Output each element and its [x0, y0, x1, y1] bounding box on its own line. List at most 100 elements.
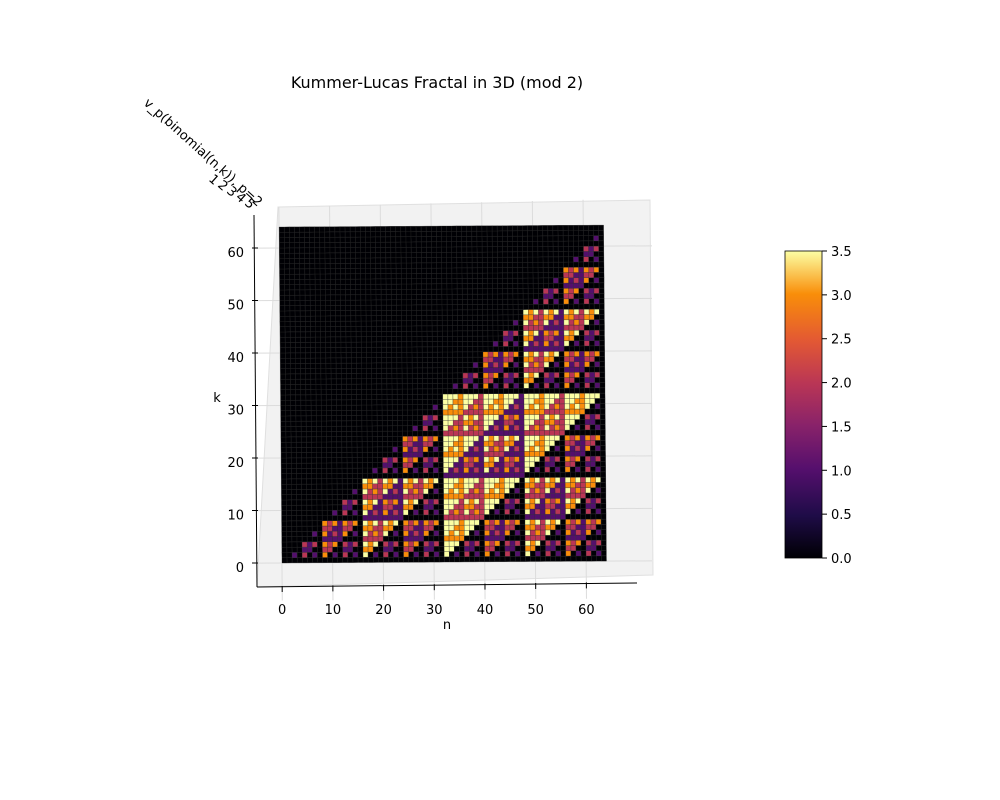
surface-cell: [366, 336, 372, 343]
surface-cell: [416, 331, 423, 337]
surface-cell: [483, 372, 489, 379]
surface-cell: [534, 419, 540, 426]
surface-cell: [538, 372, 545, 378]
surface-cell: [351, 352, 357, 358]
surface-cell: [437, 425, 444, 431]
surface-cell: [466, 251, 473, 258]
surface-cell: [453, 446, 459, 452]
surface-cell: [412, 404, 418, 411]
surface-cell: [515, 556, 521, 562]
surface-cell: [386, 299, 392, 306]
surface-cell: [299, 305, 306, 312]
surface-cell: [416, 299, 422, 306]
surface-cell: [383, 541, 389, 547]
surface-cell: [533, 288, 539, 294]
surface-cell: [309, 226, 315, 233]
surface-cell: [598, 224, 604, 231]
surface-cell: [580, 461, 586, 467]
surface-cell: [545, 508, 551, 515]
surface-cell: [431, 330, 438, 337]
surface-cell: [346, 457, 353, 464]
surface-cell: [463, 477, 470, 484]
surface-cell: [488, 404, 494, 410]
surface-cell: [336, 457, 343, 464]
surface-cell: [579, 393, 585, 399]
surface-cell: [519, 461, 525, 468]
surface-cell: [386, 399, 393, 406]
surface-cell: [418, 530, 424, 537]
surface-cell: [568, 345, 575, 352]
surface-cell: [487, 293, 493, 300]
surface-cell: [305, 321, 311, 327]
surface-cell: [595, 503, 602, 509]
surface-cell: [497, 283, 503, 289]
surface-cell: [508, 382, 514, 389]
surface-cell: [493, 372, 499, 379]
surface-cell: [380, 247, 386, 253]
surface-cell: [408, 520, 414, 526]
surface-cell: [341, 452, 348, 458]
surface-cell: [378, 551, 384, 558]
surface-cell: [340, 257, 346, 264]
surface-cell: [502, 298, 509, 305]
surface-cell: [537, 256, 544, 263]
surface-cell: [523, 351, 529, 357]
surface-cell: [579, 403, 586, 410]
surface-cell: [357, 478, 363, 484]
surface-cell: [381, 394, 388, 400]
surface-cell: [443, 519, 450, 526]
surface-cell: [473, 451, 479, 458]
surface-cell: [554, 393, 560, 399]
surface-cell: [422, 357, 428, 363]
surface-cell: [523, 372, 530, 378]
surface-cell: [467, 314, 473, 321]
surface-cell: [560, 555, 567, 562]
surface-cell: [553, 267, 559, 273]
surface-cell: [452, 336, 458, 342]
surface-cell: [386, 388, 393, 395]
surface-cell: [337, 541, 343, 548]
surface-cell: [472, 299, 478, 305]
surface-cell: [473, 440, 479, 447]
surface-cell: [534, 445, 540, 452]
surface-cell: [570, 555, 577, 562]
surface-cell: [575, 461, 581, 467]
surface-cell: [558, 351, 565, 357]
surface-cell: [391, 357, 398, 363]
surface-cell: [518, 346, 524, 352]
surface-cell: [479, 509, 485, 515]
surface-cell: [594, 308, 600, 315]
surface-cell: [346, 415, 352, 422]
surface-cell: [548, 345, 555, 352]
surface-cell: [522, 267, 529, 273]
surface-cell: [392, 509, 399, 516]
surface-cell: [482, 283, 488, 289]
surface-cell: [340, 331, 347, 338]
surface-cell: [479, 514, 485, 520]
surface-cell: [319, 268, 326, 275]
surface-cell: [584, 377, 590, 383]
surface-cell: [454, 551, 460, 557]
surface-cell: [472, 372, 479, 379]
surface-cell: [532, 235, 538, 242]
surface-cell: [407, 462, 414, 468]
surface-cell: [346, 394, 352, 401]
surface-cell: [457, 309, 463, 316]
surface-cell: [372, 525, 379, 532]
surface-cell: [494, 488, 500, 494]
surface-cell: [299, 300, 306, 306]
surface-cell: [337, 525, 343, 532]
surface-cell: [559, 429, 565, 436]
surface-cell: [436, 273, 442, 279]
surface-cell: [458, 414, 464, 421]
surface-cell: [412, 451, 419, 458]
surface-cell: [509, 556, 516, 562]
surface-cell: [312, 557, 318, 563]
surface-cell: [347, 520, 353, 527]
surface-cell: [372, 509, 379, 516]
surface-cell: [280, 463, 287, 469]
surface-cell: [417, 409, 423, 416]
surface-cell: [289, 289, 296, 296]
surface-cell: [365, 320, 372, 327]
surface-cell: [519, 430, 525, 436]
